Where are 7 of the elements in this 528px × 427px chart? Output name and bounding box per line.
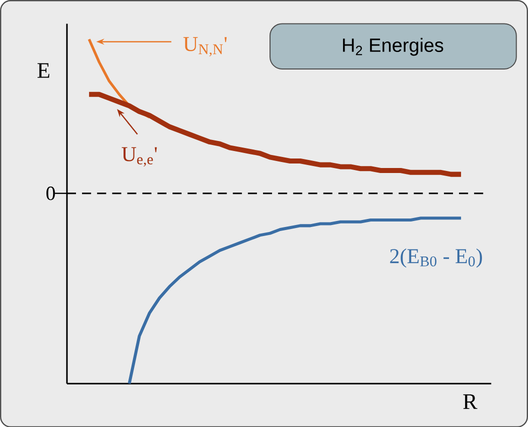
y-axis-title: E <box>38 63 50 78</box>
x-axis-title: R <box>463 394 478 409</box>
series-label: 2(E$_{B0}$ - E$_{0}$) <box>390 248 482 268</box>
series-label: U$_{e,e}$' <box>122 147 157 166</box>
text: U$_{N,N}$' <box>183 36 227 56</box>
chart-title: H$_{2}$ Energies <box>343 38 444 56</box>
ref-line-label: 0 <box>46 186 55 200</box>
